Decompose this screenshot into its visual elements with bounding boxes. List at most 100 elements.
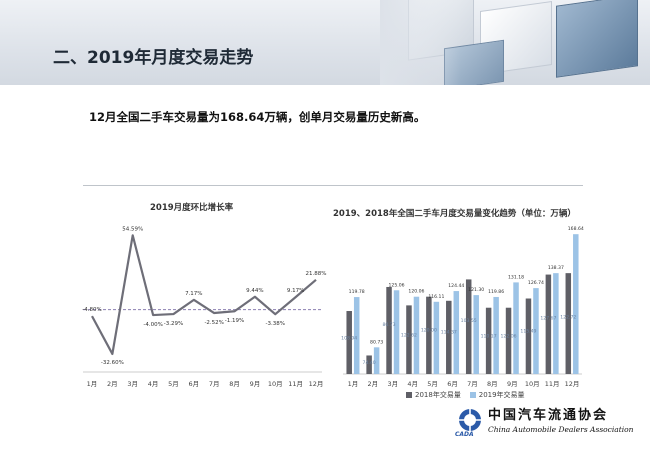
logo-abbr: CADA (455, 431, 474, 438)
data-label: 9.44% (246, 288, 263, 294)
bar-2018 (565, 273, 572, 374)
bar-chart-legend: 2018年交易量 2019年交易量 (406, 390, 525, 400)
x-tick-label: 8月 (487, 380, 498, 388)
bar-label-2018: 122.62 (401, 332, 417, 338)
bar-label-2019: 121.30 (468, 287, 484, 293)
bar-label-2018: 115.49 (520, 328, 536, 334)
bar-label-2018: 103.55 (461, 318, 477, 324)
bar-2018 (545, 274, 552, 374)
bar-label-2019: 125.06 (389, 282, 405, 288)
x-tick-label: 10月 (525, 380, 540, 388)
x-tick-label: 5月 (427, 380, 438, 388)
legend-swatch-2018 (406, 392, 412, 398)
bar-2019 (473, 295, 479, 374)
data-label: 9.17% (287, 288, 304, 294)
line-chart-title: 2019月度环比增长率 (150, 203, 234, 213)
bar-label-2019: 138.37 (548, 265, 564, 271)
bar-2019 (413, 296, 420, 374)
bar-2019 (553, 273, 559, 374)
x-tick-label: 10月 (268, 380, 283, 388)
x-tick-label: 12月 (565, 380, 580, 388)
data-label: 54.59% (122, 226, 143, 232)
cada-logo-icon (459, 409, 481, 431)
bar-2019 (353, 297, 360, 374)
bar-2019 (373, 347, 380, 374)
legend-label-2018: 2018年交易量 (415, 391, 461, 399)
growth-rate-line (91, 234, 317, 356)
data-label: 21.88% (306, 271, 327, 277)
bar-2019 (393, 290, 400, 374)
bar-label-2018: 122.06 (501, 334, 517, 340)
bar-2019 (573, 234, 579, 374)
bar-2018 (485, 307, 492, 374)
x-tick-label: 7月 (209, 380, 220, 388)
x-tick-label: 4月 (407, 380, 418, 388)
x-tick-label: 12月 (309, 380, 324, 388)
data-label: -3.29% (164, 321, 183, 327)
data-label: -2.52% (204, 320, 223, 326)
x-tick-label: 3月 (127, 380, 138, 388)
data-label: -4.80% (82, 307, 101, 313)
bar-2018 (346, 311, 352, 374)
x-tick-label: 9月 (507, 380, 518, 388)
bar-label-2019: 126.74 (528, 280, 544, 286)
x-tick-label: 6月 (447, 380, 458, 388)
bar-2018 (386, 286, 392, 374)
bar-label-2019: 119.86 (488, 289, 504, 295)
bar-2018 (426, 296, 432, 374)
bar-label-2018: 114.37 (441, 330, 457, 336)
x-tick-label: 5月 (168, 380, 179, 388)
x-tick-label: 3月 (387, 380, 398, 388)
divider (83, 185, 583, 186)
x-tick-label: 2月 (107, 380, 118, 388)
bar-label-2018: 127.67 (540, 315, 556, 321)
bar-label-2019: 80.73 (370, 339, 383, 345)
x-tick-label: 7月 (467, 380, 478, 388)
data-label: -4.00% (143, 322, 162, 328)
bar-label-2018: 122.72 (560, 315, 576, 321)
x-tick-label: 6月 (188, 380, 199, 388)
summary-text: 12月全国二手车交易量为168.64万辆，创单月交易量历史新高。 (89, 110, 426, 124)
legend-label-2019: 2019年交易量 (478, 391, 525, 399)
bar-2018 (366, 355, 372, 374)
bar-label-2018: 80.73 (382, 322, 395, 328)
bar-2019 (533, 288, 539, 374)
bar-2018 (505, 307, 512, 374)
bar-label-2018: 110.17 (481, 334, 497, 340)
bar-2019 (433, 301, 440, 374)
x-tick-label: 8月 (229, 380, 240, 388)
data-label: 7.17% (185, 291, 202, 297)
bar-label-2019: 168.64 (568, 226, 584, 232)
bar-label-2018: 74.40 (363, 360, 376, 366)
x-tick-label: 9月 (250, 380, 261, 388)
bar-2019 (453, 291, 460, 374)
x-tick-label: 11月 (545, 380, 560, 388)
x-tick-label: 4月 (148, 380, 159, 388)
bar-2018 (465, 279, 472, 374)
bar-label-2019: 131.18 (508, 274, 524, 280)
bar-2019 (513, 282, 519, 374)
data-label: -1.19% (225, 318, 244, 324)
x-tick-label: 1月 (348, 380, 359, 388)
logo-english-name: China Automobile Dealers Association (488, 425, 634, 434)
bar-label-2019: 119.78 (349, 289, 365, 295)
bar-label-2019: 120.06 (408, 289, 424, 295)
bar-chart-title: 2019、2018年全国二手车月度交易量变化趋势（单位：万辆） (333, 209, 576, 219)
x-tick-label: 1月 (87, 380, 98, 388)
bar-2018 (446, 300, 452, 374)
x-tick-label: 11月 (288, 380, 303, 388)
x-tick-label: 2月 (368, 380, 379, 388)
logo-chinese-name: 中国汽车流通协会 (488, 408, 609, 423)
legend-swatch-2019 (469, 392, 476, 398)
bar-2018 (525, 298, 532, 374)
bar-label-2018: 120.00 (421, 327, 437, 333)
bar-label-2018: 108.94 (341, 335, 357, 341)
bar-2019 (493, 296, 499, 374)
bar-2018 (406, 305, 412, 374)
data-label: -32.60% (101, 360, 124, 366)
page-title: 二、2019年月度交易走势 (53, 48, 254, 68)
bar-label-2019: 116.11 (428, 294, 444, 300)
bar-label-2019: 124.44 (448, 283, 464, 289)
